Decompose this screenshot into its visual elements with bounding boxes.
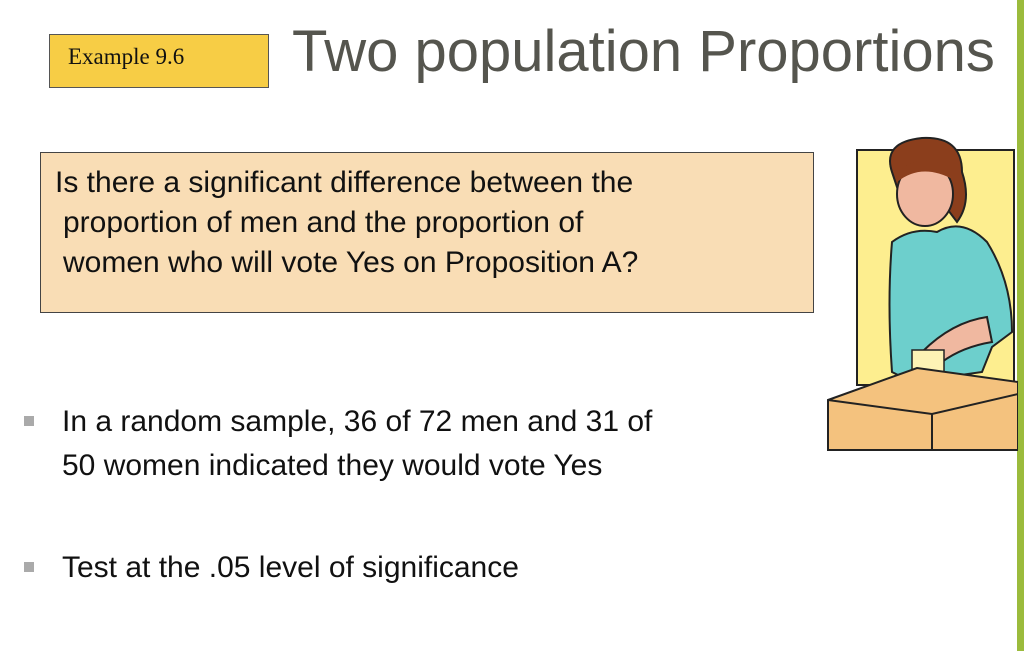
woman-voting-illustration (827, 136, 1018, 451)
bullet-line: Test at the .05 level of significance (62, 551, 519, 584)
bullet-line: 50 women indicated they would vote Yes (62, 449, 603, 482)
accent-bar (1017, 0, 1024, 651)
bullet-square-icon (24, 562, 34, 572)
bullet-item: In a random sample, 36 of 72 men and 31 … (24, 400, 652, 488)
question-box: Is there a significant difference betwee… (40, 152, 814, 313)
question-line: Is there a significant difference betwee… (55, 166, 634, 199)
question-line: women who will vote Yes on Proposition A… (63, 246, 639, 279)
question-line: proportion of men and the proportion of (63, 206, 584, 239)
bullet-square-icon (24, 416, 34, 426)
bullet-item: Test at the .05 level of significance (24, 546, 519, 590)
example-tag: Example 9.6 (49, 34, 269, 88)
slide-title: Two population Proportions (292, 19, 995, 84)
bullet-line: In a random sample, 36 of 72 men and 31 … (62, 405, 653, 438)
